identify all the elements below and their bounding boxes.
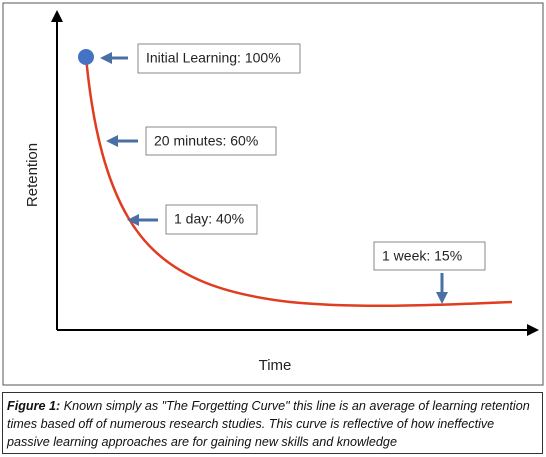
caption: Figure 1: Known simply as "The Forgettin… (2, 392, 543, 454)
annotation-label: 20 minutes: 60% (154, 133, 258, 149)
annotation-box (137, 43, 301, 74)
figure: Retention Time Initial Learning: 100% 20… (2, 2, 544, 386)
annotation-label: Initial Learning: 100% (146, 50, 281, 66)
y-axis-label: Retention (24, 143, 41, 207)
x-axis-label: Time (259, 357, 292, 374)
annotation-box (373, 241, 486, 271)
figure-border (2, 2, 544, 386)
annotation-box (145, 126, 277, 156)
forgetting-curve (84, 56, 513, 308)
annotation-label: 1 week: 15% (382, 248, 462, 264)
start-point (78, 49, 94, 65)
annotation-label: 1 day: 40% (174, 211, 244, 227)
caption-text: Known simply as "The Forgetting Curve" t… (7, 399, 530, 449)
caption-label: Figure 1: (7, 399, 61, 413)
annotation-box (165, 204, 258, 235)
